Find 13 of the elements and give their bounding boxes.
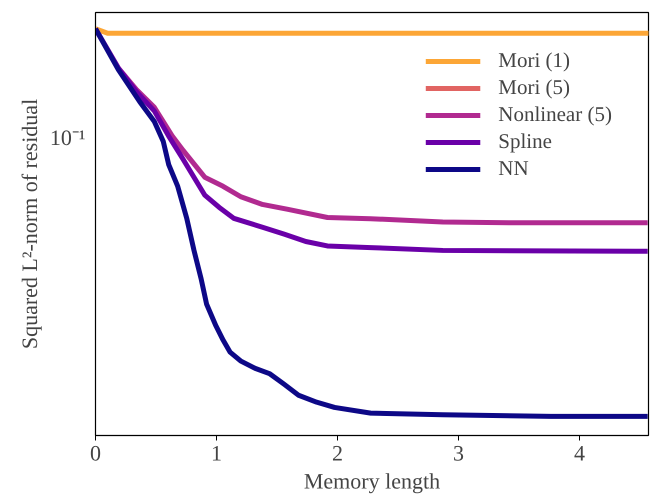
text: 10⁻¹ (50, 124, 86, 150)
y-axis-title: Squared L²-norm of residual (16, 98, 42, 350)
x-tick-label: 1 (211, 440, 222, 466)
x-tick-label: 4 (574, 440, 586, 466)
legend-label: NN (498, 156, 529, 181)
legend-label: Spline (498, 129, 552, 154)
x-axis-title: Memory length (304, 468, 440, 494)
x-tick-label: 0 (90, 440, 101, 466)
legend-label: Mori (5) (498, 75, 570, 100)
x-tick-label: 2 (332, 440, 344, 466)
x-tick-label: 3 (453, 440, 464, 466)
legend-label: Mori (1) (498, 48, 570, 73)
legend-label: Nonlinear (5) (498, 102, 612, 127)
